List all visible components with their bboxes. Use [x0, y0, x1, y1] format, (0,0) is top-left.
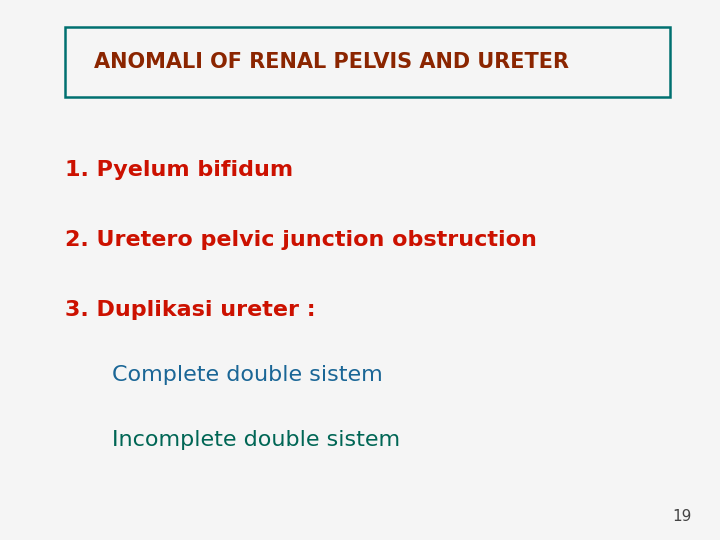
Text: 1. Pyelum bifidum: 1. Pyelum bifidum [65, 160, 293, 180]
Text: Incomplete double sistem: Incomplete double sistem [112, 430, 400, 450]
Bar [65, 27, 670, 97]
Text: ANOMALI OF RENAL PELVIS AND URETER: ANOMALI OF RENAL PELVIS AND URETER [94, 52, 569, 72]
Text: 19: 19 [672, 509, 691, 524]
Text: Complete double sistem: Complete double sistem [112, 365, 382, 386]
Text: 3. Duplikasi ureter :: 3. Duplikasi ureter : [65, 300, 315, 321]
Text: 2. Uretero pelvic junction obstruction: 2. Uretero pelvic junction obstruction [65, 230, 536, 251]
